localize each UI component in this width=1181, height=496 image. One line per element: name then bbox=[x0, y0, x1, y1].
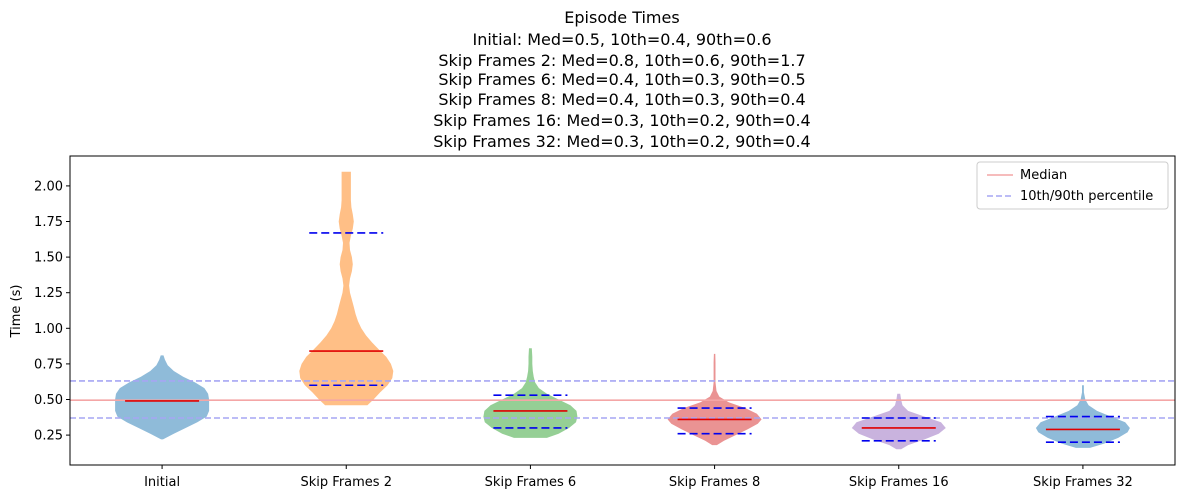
y-tick-label: 1.00 bbox=[34, 322, 63, 337]
violin-body bbox=[851, 393, 946, 450]
x-tick-label: Skip Frames 2 bbox=[301, 475, 392, 490]
y-axis-label: Time (s) bbox=[9, 285, 24, 339]
y-tick-label: 1.50 bbox=[34, 251, 63, 266]
title-line: Skip Frames 8: Med=0.4, 10th=0.3, 90th=0… bbox=[438, 90, 805, 109]
legend-percentile-label: 10th/90th percentile bbox=[1020, 189, 1153, 204]
violin-body bbox=[115, 355, 210, 440]
legend-box bbox=[976, 161, 1169, 210]
legend-median-label: Median bbox=[1020, 168, 1067, 183]
x-tick-label: Skip Frames 16 bbox=[849, 475, 949, 490]
chart-title: Episode Times Initial: Med=0.5, 10th=0.4… bbox=[433, 8, 810, 151]
x-tick-label: Skip Frames 6 bbox=[485, 475, 576, 490]
title-line: Initial: Med=0.5, 10th=0.4, 90th=0.6 bbox=[473, 30, 772, 49]
title-line: Episode Times bbox=[564, 8, 679, 27]
violin-body bbox=[299, 171, 394, 406]
title-line: Skip Frames 2: Med=0.8, 10th=0.6, 90th=1… bbox=[438, 51, 805, 70]
axes-frame bbox=[69, 155, 1176, 466]
y-tick-label: 0.75 bbox=[34, 357, 63, 372]
y-tick-label: 0.50 bbox=[34, 393, 63, 408]
legend: Median 10th/90th percentile bbox=[976, 161, 1169, 210]
title-line: Skip Frames 6: Med=0.4, 10th=0.3, 90th=0… bbox=[438, 70, 805, 89]
x-tick-label: Skip Frames 8 bbox=[669, 475, 760, 490]
plot-area: 0.25 0.50 0.75 1.00 1.25 1.50 1.75 2.00 Initial S… bbox=[34, 171, 1175, 490]
title-line: Skip Frames 16: Med=0.3, 10th=0.2, 90th=… bbox=[433, 111, 810, 130]
y-tick-label: 0.25 bbox=[34, 429, 63, 444]
x-tick-label: Skip Frames 32 bbox=[1033, 475, 1133, 490]
violin-body bbox=[483, 348, 578, 438]
y-tick-label: 1.75 bbox=[34, 215, 63, 230]
y-tick-label: 1.25 bbox=[34, 286, 63, 301]
y-tick-label: 2.00 bbox=[34, 179, 63, 194]
title-line: Skip Frames 32: Med=0.3, 10th=0.2, 90th=… bbox=[433, 132, 810, 151]
x-tick-label: Initial bbox=[144, 475, 180, 490]
